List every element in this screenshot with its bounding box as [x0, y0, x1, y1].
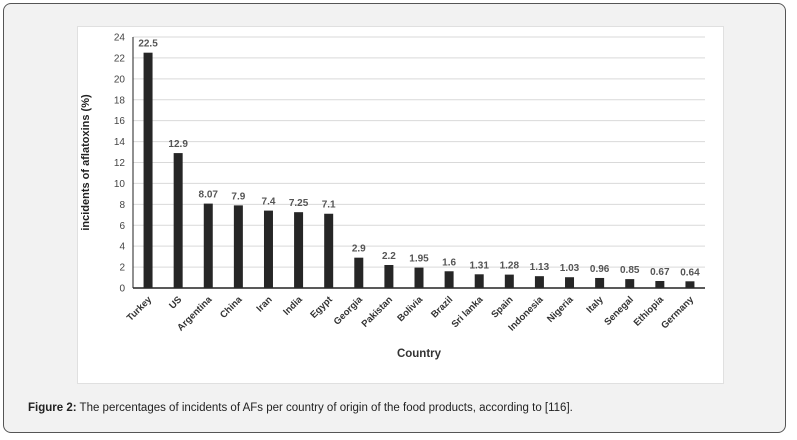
data-label: 0.85 — [620, 265, 640, 276]
x-tick-label: Egypt — [308, 294, 335, 321]
y-tick-label: 18 — [114, 95, 126, 106]
data-label: 7.9 — [231, 191, 245, 202]
x-tick-label: China — [218, 294, 245, 321]
bar — [565, 277, 575, 288]
y-tick-label: 14 — [114, 137, 126, 148]
x-tick-label: Bolivia — [395, 294, 425, 324]
bar — [263, 210, 273, 288]
y-tick-label: 24 — [114, 33, 126, 44]
bar — [474, 274, 484, 288]
figure-card: Figure 2: The percentages of incidents o… — [3, 3, 786, 433]
bar — [625, 279, 635, 288]
figure-caption: Figure 2: The percentages of incidents o… — [28, 402, 573, 414]
data-label: 12.9 — [168, 139, 188, 150]
data-label: 1.95 — [409, 254, 429, 265]
x-tick-label: Turkey — [125, 294, 155, 324]
x-tick-label: Italy — [585, 294, 607, 316]
data-label: 0.64 — [680, 267, 700, 278]
bar — [595, 277, 605, 288]
data-label: 7.4 — [262, 197, 276, 208]
bar — [173, 153, 183, 288]
y-tick-label: 6 — [119, 221, 125, 232]
bar — [233, 205, 243, 288]
data-label: 8.07 — [199, 190, 219, 201]
bar — [685, 281, 695, 288]
y-tick-label: 12 — [114, 158, 126, 169]
y-tick-label: 16 — [114, 116, 126, 127]
x-tick-label: Brazil — [429, 294, 455, 320]
data-label: 0.96 — [590, 264, 610, 275]
bar — [504, 274, 514, 288]
y-tick-label: 4 — [119, 242, 125, 253]
bar — [354, 257, 364, 288]
y-tick-label: 22 — [114, 53, 126, 64]
bar — [655, 280, 665, 288]
data-label: 1.13 — [530, 262, 550, 273]
bar — [384, 264, 394, 288]
bar — [143, 52, 153, 288]
chart-image — [77, 26, 724, 384]
x-tick-label: Germany — [659, 294, 696, 331]
x-tick-label: Senegal — [602, 294, 636, 328]
data-label: 1.28 — [500, 261, 520, 272]
bar — [294, 212, 304, 288]
bar — [203, 203, 213, 288]
data-label: 0.67 — [650, 267, 670, 278]
data-label: 7.1 — [322, 200, 336, 211]
caption-label: Figure 2: — [28, 402, 77, 414]
bar — [534, 276, 544, 288]
bar — [444, 271, 454, 288]
x-tick-label: Iran — [254, 294, 274, 314]
bar — [324, 213, 334, 288]
data-label: 22.5 — [138, 39, 158, 50]
y-axis-title: incidents of aflatoxins (%) — [80, 94, 92, 231]
data-label: 1.6 — [442, 257, 456, 268]
y-tick-label: 20 — [114, 74, 126, 85]
x-tick-label: US — [167, 294, 184, 311]
y-tick-label: 10 — [114, 179, 126, 190]
data-label: 1.31 — [469, 260, 489, 271]
data-label: 2.9 — [352, 244, 366, 255]
y-tick-label: 8 — [119, 200, 125, 211]
x-tick-label: Spain — [489, 294, 515, 320]
data-label: 7.25 — [289, 198, 309, 209]
x-tick-label: Nigeria — [545, 294, 576, 325]
y-tick-label: 2 — [119, 263, 125, 274]
x-tick-label: Pakistan — [360, 294, 396, 330]
caption-text: The percentages of incidents of AFs per … — [76, 402, 573, 414]
x-axis-title: Country — [397, 348, 442, 360]
data-label: 2.2 — [382, 251, 396, 262]
y-tick-label: 0 — [119, 284, 125, 295]
data-label: 1.03 — [560, 263, 580, 274]
x-tick-label: India — [281, 294, 305, 318]
bar — [414, 267, 424, 288]
x-tick-label: Sri lanka — [450, 294, 486, 330]
